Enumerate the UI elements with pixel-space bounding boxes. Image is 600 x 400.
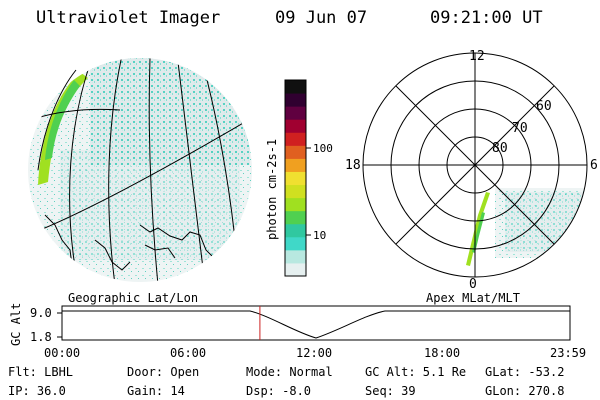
time-label: 09:21:00 UT — [430, 8, 543, 28]
geographic-image — [28, 58, 252, 282]
app-title: Ultraviolet Imager — [36, 8, 221, 28]
info-mode: Mode: Normal — [246, 365, 333, 379]
geographic-caption: Geographic Lat/Lon — [68, 291, 198, 305]
colorbar-segment — [285, 132, 306, 146]
alt-xtick-2359: 23:59 — [550, 346, 586, 360]
colorbar-segment — [285, 184, 306, 199]
mlt-label-12: 12 — [469, 49, 485, 64]
colorbar-tick-10: 10 — [313, 229, 326, 242]
colorbar-segment — [285, 119, 306, 133]
colorbar-segment — [285, 210, 306, 225]
colorbar-segment — [285, 145, 306, 159]
alt-ylabel: GC Alt — [9, 303, 23, 346]
colorbar-segment — [285, 262, 306, 277]
alt-xtick-0000: 00:00 — [44, 346, 80, 360]
colorbar — [285, 80, 306, 277]
altitude-plot: 9.0 1.8 GC Alt 00:00 06:00 12:00 18:00 2… — [9, 303, 586, 360]
colorbar-segment — [285, 223, 306, 238]
info-flt: Flt: LBHL — [8, 365, 74, 379]
mlt-label-0: 0 — [469, 277, 477, 292]
alt-xtick-1200: 12:00 — [296, 346, 332, 360]
colorbar-segment — [285, 80, 306, 94]
colorbar-tick-100: 100 — [313, 142, 333, 155]
polar-plot: 12 18 6 0 60 70 80 — [345, 49, 598, 292]
colorbar-segment — [285, 158, 306, 172]
colorbar-frame — [284, 79, 307, 277]
colorbar-segment — [285, 197, 306, 212]
info-glon: GLon: 270.8 — [485, 384, 565, 398]
colorbar-segment — [285, 106, 306, 120]
mlt-label-18: 18 — [345, 158, 361, 173]
mlt-label-6: 6 — [590, 158, 598, 173]
colorbar-segment — [285, 171, 306, 186]
colorbar-label: photon cm-2s-1 — [265, 139, 279, 240]
date-label: 09 Jun 07 — [275, 8, 368, 28]
info-door: Door: Open — [127, 365, 200, 379]
info-dsp: Dsp: -8.0 — [246, 384, 312, 398]
mlat-label-60: 60 — [536, 99, 552, 114]
altitude-curve — [62, 310, 570, 339]
colorbar-segment — [285, 236, 306, 251]
info-gcalt: GC Alt: 5.1 Re — [365, 365, 467, 379]
colorbar-segment — [285, 249, 306, 264]
alt-ytick-1-8: 1.8 — [30, 330, 52, 344]
info-glat: GLat: -53.2 — [485, 365, 565, 379]
alt-ytick-9: 9.0 — [30, 306, 52, 320]
alt-xtick-1800: 18:00 — [424, 346, 460, 360]
alt-xtick-0600: 06:00 — [170, 346, 206, 360]
mlat-label-80: 80 — [492, 141, 508, 156]
info-gain: Gain: 14 — [127, 384, 185, 398]
colorbar-segment — [285, 93, 306, 107]
mlat-label-70: 70 — [512, 121, 528, 136]
info-ip: IP: 36.0 — [8, 384, 66, 398]
info-seq: Seq: 39 — [365, 384, 416, 398]
apex-caption: Apex MLat/MLT — [426, 291, 520, 305]
